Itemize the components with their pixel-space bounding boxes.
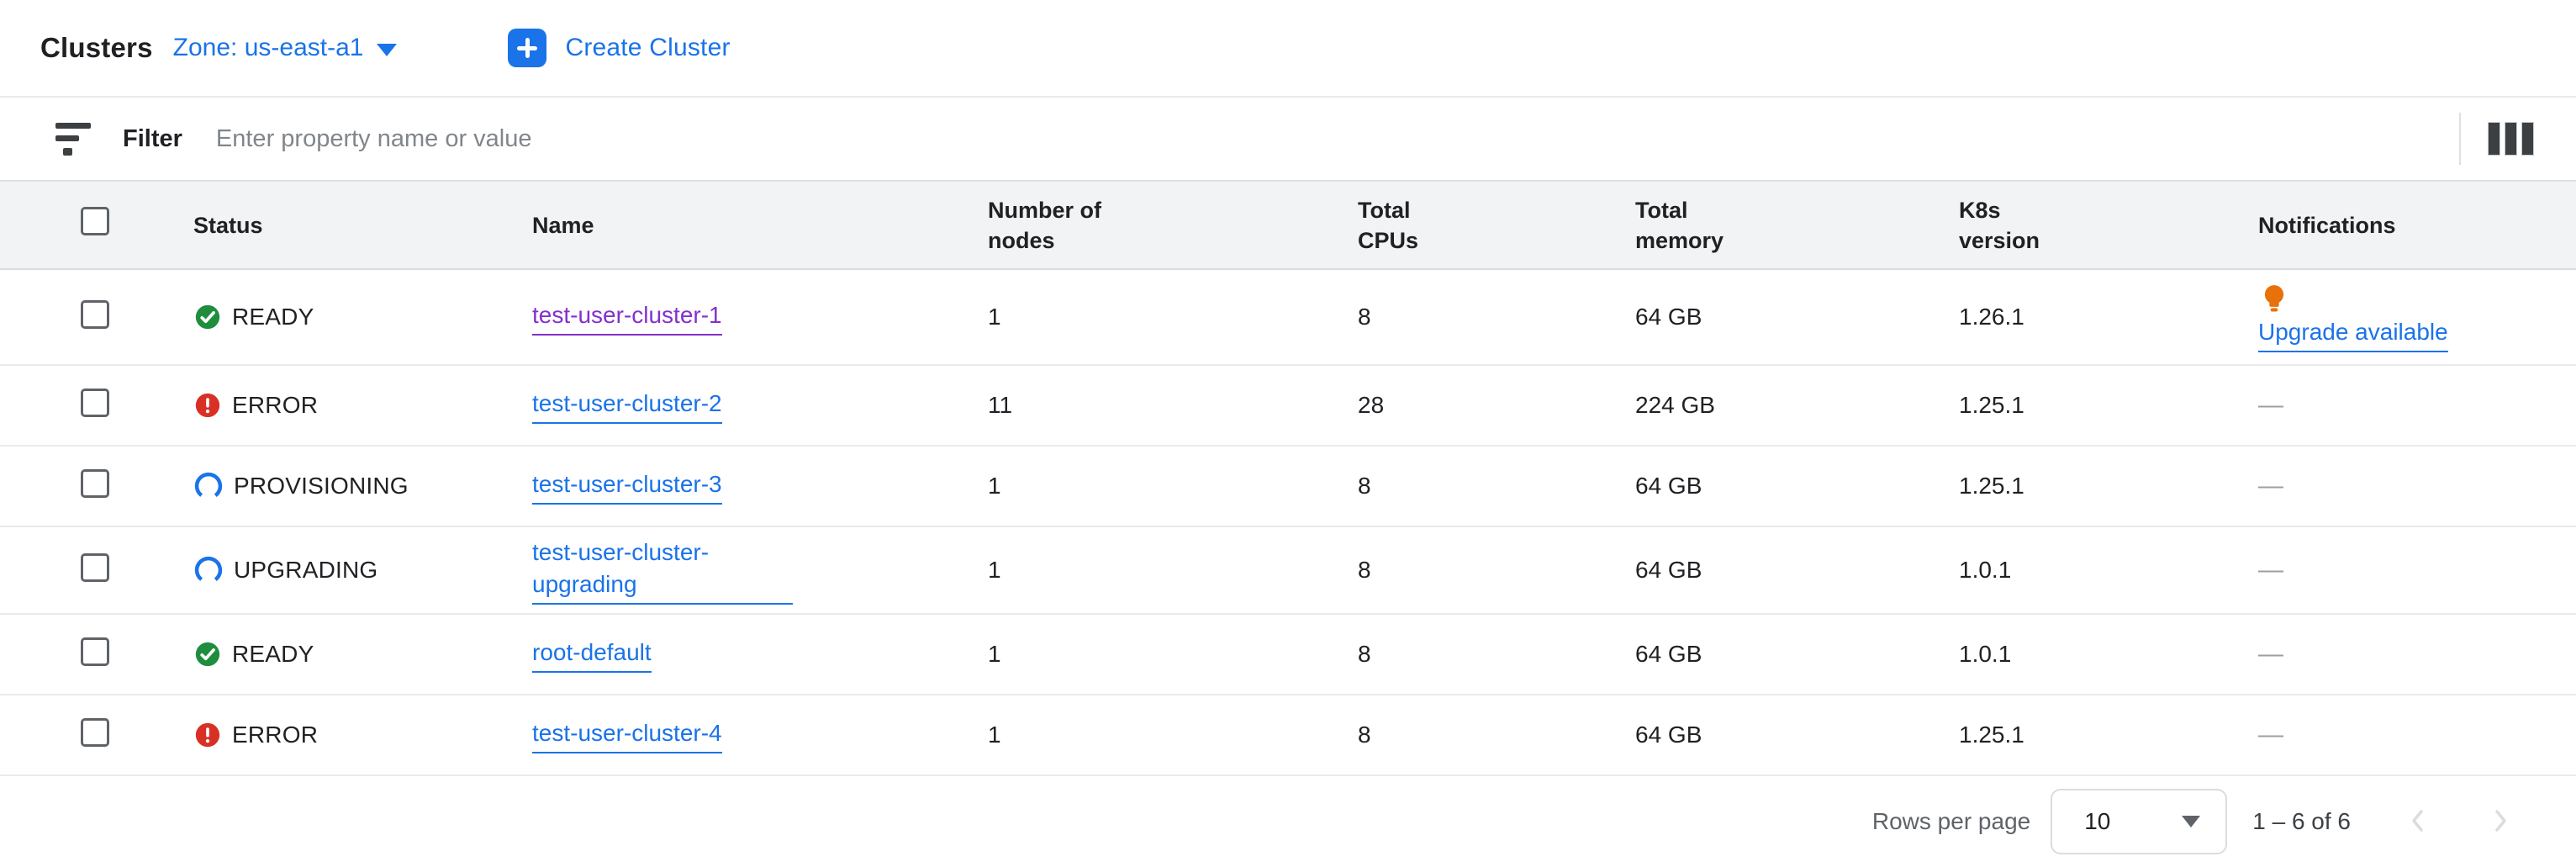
filter-input[interactable] (214, 124, 2459, 154)
k8s-version-value: 1.25.1 (1959, 695, 2258, 776)
column-header-cpus: Total CPUs (1358, 182, 1635, 270)
k8s-version-value: 1.25.1 (1959, 446, 2258, 527)
pagination-bar: Rows per page 10 1 – 6 of 6 (0, 776, 2576, 867)
row-checkbox[interactable] (81, 637, 109, 666)
upgrade-available-link[interactable]: Upgrade available (2258, 316, 2448, 352)
cpus-value: 8 (1358, 526, 1635, 615)
k8s-version-value: 1.25.1 (1959, 365, 2258, 447)
column-display-icon (2488, 122, 2500, 156)
chevron-left-icon (2412, 809, 2423, 832)
cpus-value: 8 (1358, 269, 1635, 366)
column-header-memory: Total memory (1635, 182, 1959, 270)
row-checkbox[interactable] (81, 552, 109, 582)
divider (2459, 113, 2461, 165)
error-circle-icon (195, 722, 220, 748)
select-all-checkbox[interactable] (81, 207, 109, 235)
page-header: Clusters Zone: us-east-a1 Create Cluster (0, 0, 2576, 98)
create-cluster-button[interactable]: Create Cluster (508, 29, 730, 67)
rows-per-page-select[interactable]: 10 (2051, 789, 2228, 854)
zone-selector[interactable]: Zone: us-east-a1 (173, 34, 398, 62)
no-notification-dash: — (2258, 640, 2283, 668)
spinner-icon (194, 472, 223, 500)
k8s-version-value: 1.0.1 (1959, 614, 2258, 695)
no-notification-dash: — (2258, 391, 2283, 419)
lightbulb-icon (2264, 284, 2284, 312)
status-label: UPGRADING (234, 557, 378, 583)
cpus-value: 8 (1358, 614, 1635, 695)
nodes-value: 1 (988, 695, 1358, 776)
table-row: READY root-default 1 8 64 GB 1.0.1 — (0, 614, 2576, 695)
plus-icon (508, 29, 547, 67)
status-label: PROVISIONING (234, 473, 409, 499)
filter-bar: Filter (0, 98, 2576, 182)
no-notification-dash: — (2258, 721, 2283, 748)
column-header-status: Status (118, 182, 532, 270)
error-circle-icon (195, 393, 220, 418)
table-row: READY test-user-cluster-1 1 8 64 GB 1.26… (0, 269, 2576, 366)
column-header-k8s: K8s version (1959, 182, 2258, 270)
cpus-value: 8 (1358, 695, 1635, 776)
cluster-name-link[interactable]: test-user-cluster-2 (532, 388, 722, 424)
filter-label: Filter (123, 124, 182, 152)
cpus-value: 8 (1358, 446, 1635, 527)
cluster-name-link[interactable]: root-default (532, 637, 652, 673)
nodes-value: 1 (988, 526, 1358, 615)
nodes-value: 1 (988, 269, 1358, 366)
nodes-value: 1 (988, 446, 1358, 527)
check-circle-icon (195, 304, 220, 330)
create-cluster-label: Create Cluster (565, 34, 731, 61)
status-label: READY (232, 641, 314, 667)
table-header-row: Status Name Number of nodes Total CPUs T… (0, 182, 2576, 270)
select-caret-icon (2182, 816, 2201, 827)
table-row: ERROR test-user-cluster-4 1 8 64 GB 1.25… (0, 695, 2576, 776)
memory-value: 64 GB (1635, 446, 1959, 527)
no-notification-dash: — (2258, 556, 2283, 584)
row-checkbox[interactable] (81, 388, 109, 417)
cluster-name-link[interactable]: test-user-cluster-3 (532, 468, 722, 505)
cluster-name-link[interactable]: test-user-cluster-1 (532, 299, 722, 336)
column-header-nodes: Number of nodes (988, 182, 1358, 270)
rows-per-page-label: Rows per page (1871, 808, 2031, 834)
next-page-button[interactable] (2485, 806, 2515, 838)
filter-icon (55, 122, 94, 156)
clusters-table: Status Name Number of nodes Total CPUs T… (0, 182, 2576, 776)
status-label: READY (232, 304, 314, 330)
no-notification-dash: — (2258, 472, 2283, 500)
memory-value: 224 GB (1635, 365, 1959, 447)
column-header-notifications: Notifications (2258, 182, 2576, 270)
check-circle-icon (195, 642, 220, 667)
memory-value: 64 GB (1635, 526, 1959, 615)
spinner-icon (194, 556, 223, 584)
previous-page-button[interactable] (2403, 806, 2433, 838)
k8s-version-value: 1.0.1 (1959, 526, 2258, 615)
table-row: ERROR test-user-cluster-2 11 28 224 GB 1… (0, 365, 2576, 447)
row-checkbox[interactable] (81, 717, 109, 747)
memory-value: 64 GB (1635, 269, 1959, 366)
column-header-name: Name (532, 182, 988, 270)
status-label: ERROR (232, 392, 319, 418)
zone-selector-label: Zone: us-east-a1 (172, 34, 364, 61)
rows-per-page-value: 10 (2084, 808, 2111, 834)
pagination-range: 1 – 6 of 6 (2252, 808, 2351, 834)
caret-down-icon (377, 43, 398, 56)
k8s-version-value: 1.26.1 (1959, 269, 2258, 366)
cluster-name-link[interactable]: test-user-cluster-4 (532, 717, 722, 753)
nodes-value: 11 (988, 365, 1358, 447)
cluster-name-link[interactable]: test-user-cluster-upgrading (532, 537, 793, 605)
table-row: PROVISIONING test-user-cluster-3 1 8 64 … (0, 446, 2576, 527)
memory-value: 64 GB (1635, 695, 1959, 776)
column-display-button[interactable] (2484, 119, 2537, 159)
cpus-value: 28 (1358, 365, 1635, 447)
nodes-value: 1 (988, 614, 1358, 695)
row-checkbox[interactable] (81, 299, 109, 329)
status-label: ERROR (232, 722, 319, 748)
chevron-right-icon (2495, 809, 2506, 832)
memory-value: 64 GB (1635, 614, 1959, 695)
page-title: Clusters (40, 32, 153, 63)
row-checkbox[interactable] (81, 468, 109, 498)
table-row: UPGRADING test-user-cluster-upgrading 1 … (0, 526, 2576, 615)
